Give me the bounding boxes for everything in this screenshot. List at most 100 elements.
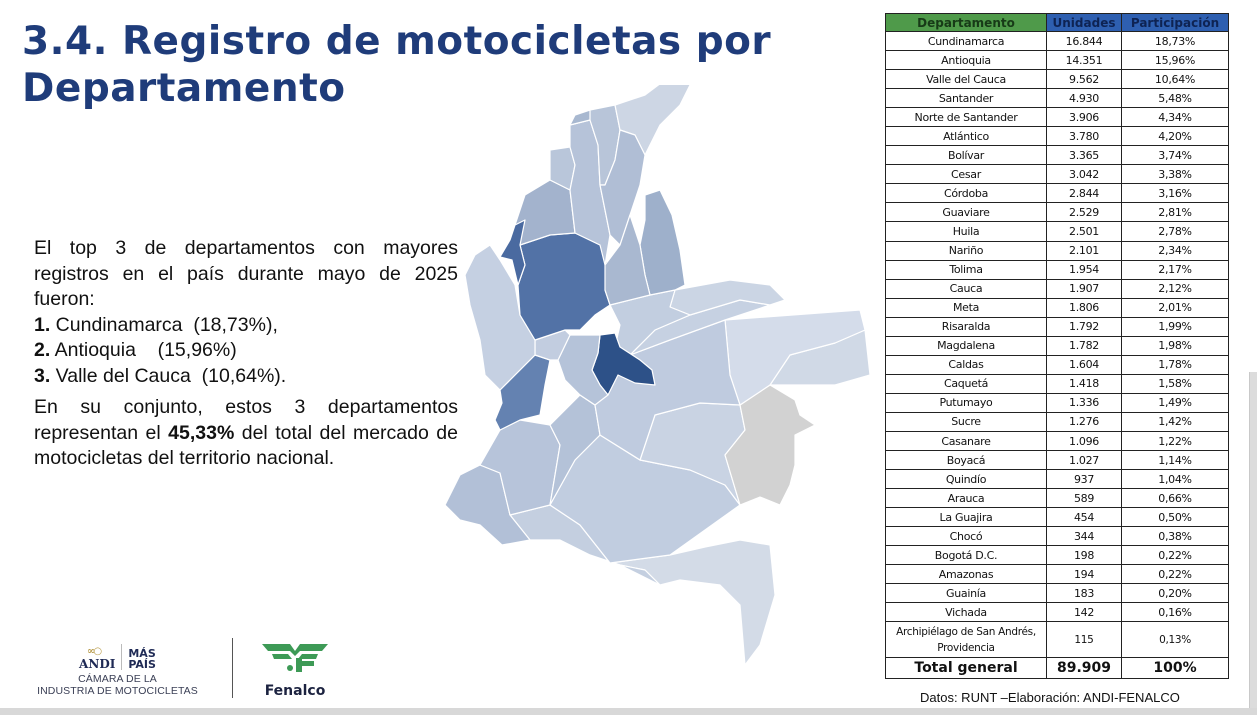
cell-unidades: 194 <box>1046 564 1122 585</box>
cell-participacion: 0,50% <box>1121 507 1229 528</box>
region-narino <box>444 464 531 546</box>
item-number: 3. <box>34 364 51 387</box>
region-norte-santander <box>639 189 686 296</box>
cell-participacion: 3,16% <box>1121 183 1229 204</box>
cell-participacion: 0,66% <box>1121 488 1229 509</box>
fenalco-wordmark: Fenalco <box>264 683 326 699</box>
region-choco <box>464 244 536 391</box>
table-row: Meta 1.806 2,01% <box>885 297 1229 318</box>
cell-unidades: 2.529 <box>1046 202 1122 223</box>
title-line-1: 3.4. Registro de motocicletas por <box>22 19 772 64</box>
cell-departamento: Cesar <box>885 164 1047 185</box>
cell-unidades: 4.930 <box>1046 88 1122 109</box>
cell-unidades: 1.792 <box>1046 316 1122 337</box>
cell-participacion: 2,12% <box>1121 278 1229 299</box>
cell-unidades: 1.096 <box>1046 430 1122 452</box>
cell-departamento: Cauca <box>885 278 1047 299</box>
summary-paragraph: En su conjunto, estos 3 departamentos re… <box>34 396 458 469</box>
region-amazonas <box>609 539 776 666</box>
cell-unidades: 1.806 <box>1046 297 1122 318</box>
cell-departamento: Guaviare <box>885 202 1047 223</box>
cell-departamento: Archipiélago de San Andrés, Providencia <box>885 621 1047 659</box>
table-row: Vichada 142 0,16% <box>885 602 1229 623</box>
cell-participacion: 1,04% <box>1121 469 1229 490</box>
cell-departamento: Córdoba <box>885 183 1047 204</box>
cell-departamento: Quindío <box>885 469 1047 490</box>
table-body: Cundinamarca 16.844 18,73% Antioquia 14.351 1… <box>885 30 1229 680</box>
table-row: Quindío 937 1,04% <box>885 469 1229 490</box>
table-header-row: Departamento Unidades Participación <box>885 13 1229 32</box>
table-row: Norte de Santander 3.906 4,34% <box>885 107 1229 128</box>
cell-participacion: 1,22% <box>1121 430 1229 452</box>
cell-unidades: 14.351 <box>1046 50 1122 71</box>
region-antioquia <box>517 232 611 341</box>
cell-participacion: 2,81% <box>1121 202 1229 223</box>
cell-departamento: Risaralda <box>885 316 1047 337</box>
cell-unidades: 589 <box>1046 488 1122 509</box>
total-unidades: 89.909 <box>1046 657 1122 680</box>
cell-departamento: Caquetá <box>885 373 1047 394</box>
cell-participacion: 0,38% <box>1121 526 1229 547</box>
total-departamento: Total general <box>885 657 1047 680</box>
cell-unidades: 183 <box>1046 583 1122 604</box>
cell-unidades: 1.336 <box>1046 392 1122 413</box>
table-row: Bogotá D.C. 198 0,22% <box>885 545 1229 566</box>
cell-unidades: 198 <box>1046 545 1122 566</box>
table-row: Tolima 1.954 2,17% <box>885 259 1229 280</box>
cell-departamento: Cundinamarca <box>885 30 1047 52</box>
cell-unidades: 937 <box>1046 469 1122 490</box>
cell-unidades: 1.782 <box>1046 335 1122 356</box>
cell-participacion: 1,78% <box>1121 354 1229 375</box>
cell-participacion: 4,34% <box>1121 107 1229 128</box>
cell-participacion: 1,58% <box>1121 373 1229 394</box>
summary-highlight: 45,33% <box>168 421 235 444</box>
summary-text: El top 3 de departamentos con mayores re… <box>34 236 458 472</box>
colombia-choropleth-map <box>440 54 880 666</box>
cell-departamento: Norte de Santander <box>885 107 1047 128</box>
andi-separator <box>121 644 123 670</box>
cell-participacion: 0,22% <box>1121 545 1229 566</box>
table-row: Archipiélago de San Andrés, Providencia 11… <box>885 621 1229 659</box>
footer-logos: ∞○ ANDI MÁS PAÍS CÁMARA DE LA INDUSTRIA DE … <box>25 638 345 700</box>
source-note: Datos: RUNT –Elaboración: ANDI-FENALCO <box>920 690 1180 705</box>
table-row: Bolívar 3.365 3,74% <box>885 145 1229 166</box>
andi-wordmark: ∞○ ANDI <box>79 646 116 671</box>
item-text: Antioquia (15,96%) <box>50 339 237 361</box>
table-row: Risaralda 1.792 1,99% <box>885 316 1229 337</box>
table-row: Magdalena 1.782 1,98% <box>885 335 1229 356</box>
cell-participacion: 18,73% <box>1121 30 1229 52</box>
table-row: Atlántico 3.780 4,20% <box>885 126 1229 147</box>
col-header-unidades: Unidades <box>1046 13 1122 32</box>
cell-participacion: 2,34% <box>1121 240 1229 261</box>
cell-departamento: Magdalena <box>885 335 1047 356</box>
cell-participacion: 5,48% <box>1121 88 1229 109</box>
cell-participacion: 1,99% <box>1121 316 1229 337</box>
table-row: La Guajira 454 0,50% <box>885 507 1229 528</box>
table-row: Casanare 1.096 1,22% <box>885 430 1229 452</box>
region-santander <box>604 214 651 306</box>
cell-unidades: 3.042 <box>1046 164 1122 185</box>
table-row: Arauca 589 0,66% <box>885 488 1229 509</box>
bottom-edge <box>0 708 1257 715</box>
top3-item-3: 3. Valle del Cauca (10,64%). <box>34 364 458 390</box>
cell-participacion: 15,96% <box>1121 50 1229 71</box>
cell-unidades: 1.027 <box>1046 450 1122 471</box>
cell-unidades: 1.276 <box>1046 411 1122 432</box>
cell-unidades: 142 <box>1046 602 1122 623</box>
cell-departamento: Arauca <box>885 488 1047 509</box>
registrations-table: Departamento Unidades Participación Cund… <box>885 13 1229 680</box>
cell-unidades: 1.907 <box>1046 278 1122 299</box>
andi-logo: ∞○ ANDI MÁS PAÍS CÁMARA DE LA INDUSTRIA DE … <box>25 642 210 697</box>
top3-item-1: 1. Cundinamarca (18,73%), <box>34 313 458 339</box>
cell-departamento: Antioquia <box>885 50 1047 71</box>
cell-departamento: Amazonas <box>885 564 1047 585</box>
cell-participacion: 3,74% <box>1121 145 1229 166</box>
cell-unidades: 115 <box>1046 621 1122 659</box>
cell-unidades: 2.501 <box>1046 221 1122 242</box>
table-row: Cundinamarca 16.844 18,73% <box>885 30 1229 52</box>
cell-departamento: Putumayo <box>885 392 1047 413</box>
cell-unidades: 344 <box>1046 526 1122 547</box>
total-participacion: 100% <box>1121 657 1229 680</box>
fenalco-mark-icon <box>262 644 328 672</box>
cell-unidades: 9.562 <box>1046 69 1122 90</box>
